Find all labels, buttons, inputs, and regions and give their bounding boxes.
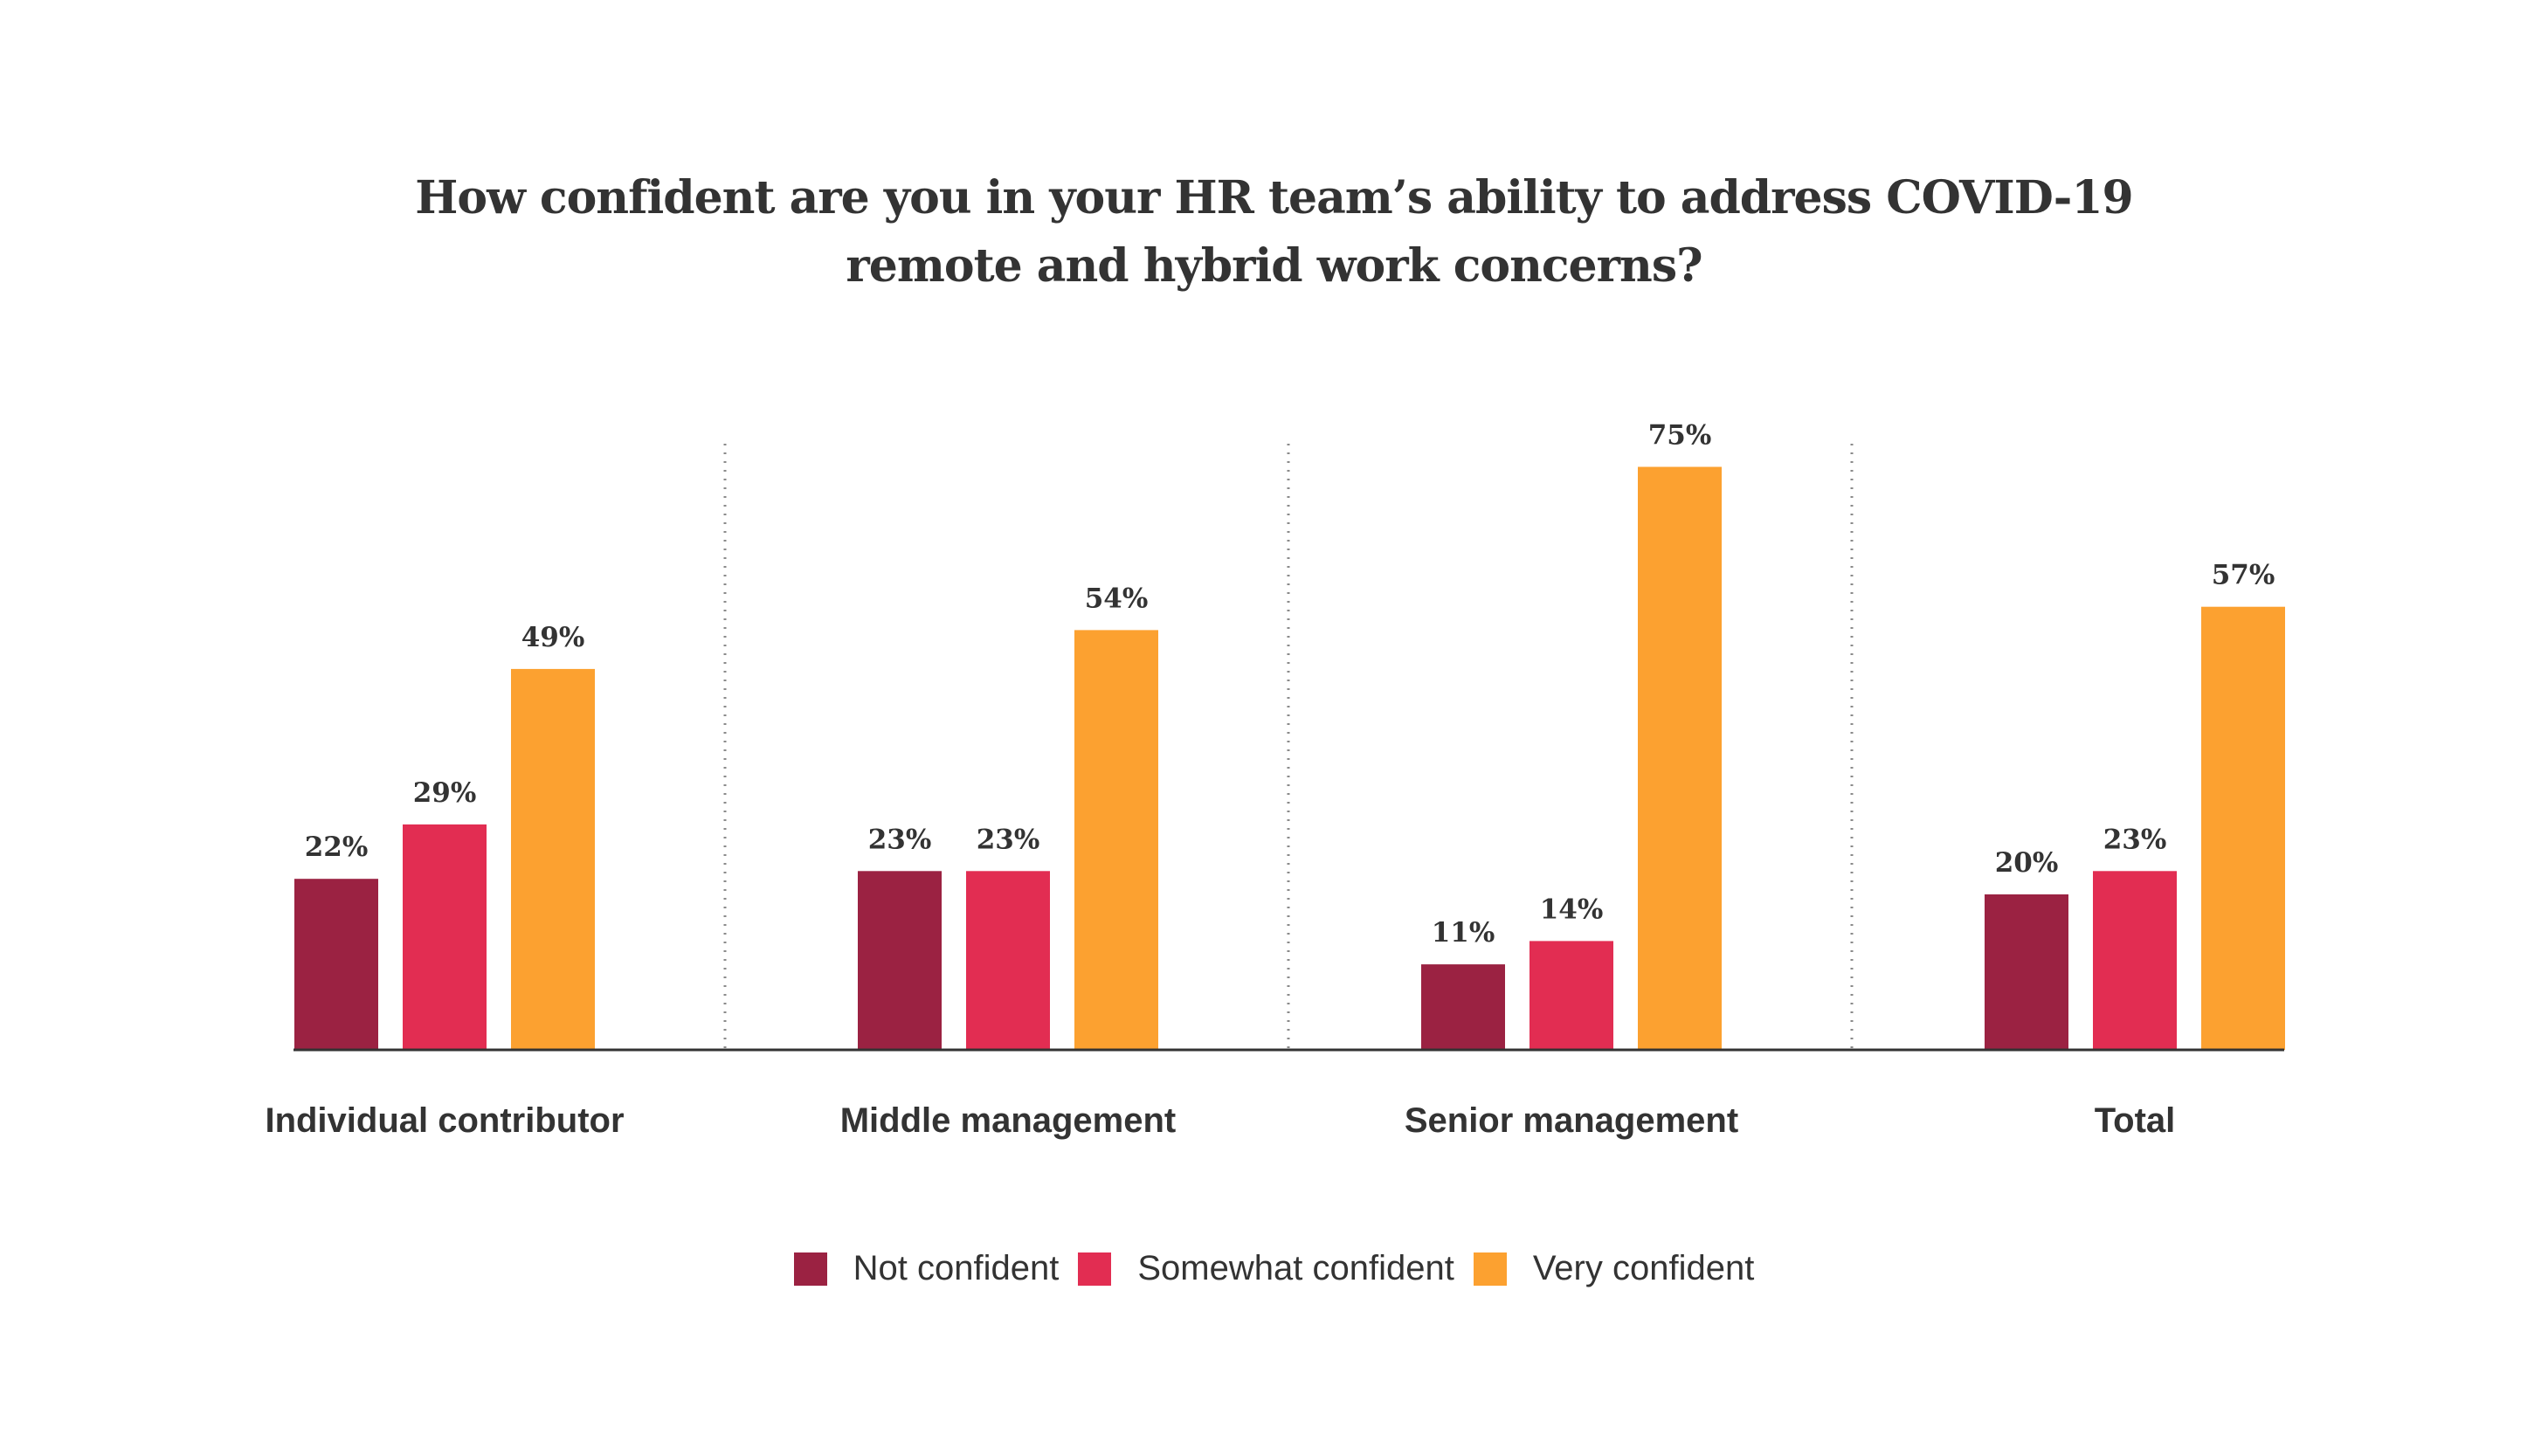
bar-individual-contributor-very-confident	[511, 668, 595, 1050]
legend-label-not-confident: Not confident	[853, 1249, 1060, 1287]
legend-label-very-confident: Very confident	[1532, 1249, 1755, 1287]
data-label-individual-contributor-somewhat-confident: 29%	[413, 777, 477, 809]
legend-item-not-confident: Not confident	[793, 1249, 1060, 1288]
bar-senior-management-not-confident	[1421, 964, 1505, 1050]
data-label-total-not-confident: 20%	[1995, 847, 2059, 879]
data-label-senior-management-very-confident: 75%	[1648, 420, 1712, 452]
bar-total-very-confident	[2201, 606, 2285, 1050]
category-label-individual-contributor: Individual contributor	[265, 1101, 624, 1140]
chart-title-line-2: remote and hybrid work concerns?	[846, 239, 1702, 293]
category-label-middle-management: Middle management	[840, 1101, 1177, 1140]
legend-label-somewhat-confident: Somewhat confident	[1137, 1249, 1454, 1287]
data-label-middle-management-very-confident: 54%	[1085, 583, 1149, 614]
bar-total-somewhat-confident	[2093, 871, 2177, 1050]
data-label-middle-management-not-confident: 23%	[868, 824, 932, 855]
bar-senior-management-somewhat-confident	[1529, 941, 1613, 1050]
bar-individual-contributor-somewhat-confident	[403, 824, 487, 1050]
legend: Not confident Somewhat confident Very co…	[0, 1249, 2548, 1288]
legend-item-very-confident: Very confident	[1473, 1249, 1755, 1288]
bar-total-not-confident	[1985, 894, 2068, 1050]
legend-swatch-not-confident	[793, 1252, 827, 1286]
category-label-total: Total	[2095, 1101, 2176, 1140]
chart-title: How confident are you in your HR team’s …	[0, 164, 2548, 300]
data-label-senior-management-somewhat-confident: 14%	[1540, 894, 1604, 925]
data-label-individual-contributor-not-confident: 22%	[305, 832, 369, 863]
data-label-individual-contributor-very-confident: 49%	[521, 622, 585, 653]
legend-swatch-very-confident	[1473, 1252, 1507, 1286]
chart-title-line-1: How confident are you in your HR team’s …	[415, 171, 2133, 224]
bar-middle-management-somewhat-confident	[966, 871, 1050, 1050]
bar-middle-management-very-confident	[1074, 630, 1158, 1050]
data-label-total-very-confident: 57%	[2212, 560, 2275, 591]
data-label-middle-management-somewhat-confident: 23%	[977, 824, 1040, 855]
bar-middle-management-not-confident	[858, 871, 942, 1050]
data-label-senior-management-not-confident: 11%	[1432, 917, 1495, 949]
bar-individual-contributor-not-confident	[294, 879, 378, 1050]
bar-senior-management-very-confident	[1638, 466, 1722, 1050]
category-label-senior-management: Senior management	[1405, 1101, 1738, 1140]
legend-item-somewhat-confident: Somewhat confident	[1078, 1249, 1454, 1288]
data-label-total-somewhat-confident: 23%	[2103, 824, 2167, 855]
legend-swatch-somewhat-confident	[1078, 1252, 1112, 1286]
